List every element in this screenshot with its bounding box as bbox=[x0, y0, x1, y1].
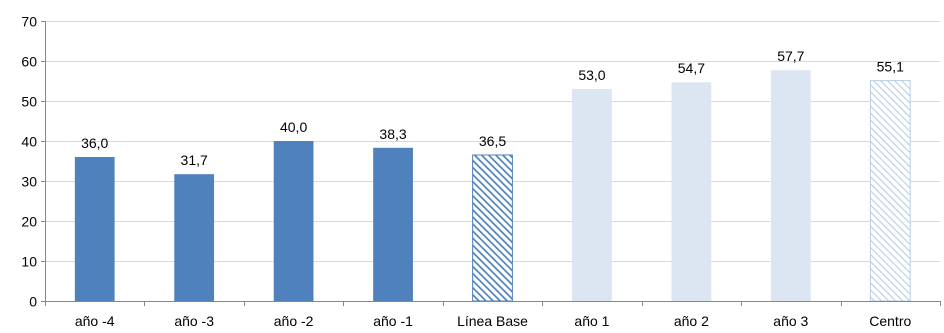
axes bbox=[41, 21, 941, 306]
y-tick-label: 10 bbox=[21, 254, 37, 270]
y-tick-label: 0 bbox=[29, 294, 37, 310]
x-tick-label: año -2 bbox=[274, 313, 314, 329]
bar bbox=[770, 70, 811, 301]
y-tick-label: 20 bbox=[21, 214, 37, 230]
data-label: 36,0 bbox=[81, 135, 108, 151]
bar bbox=[472, 154, 513, 302]
data-label: 54,7 bbox=[678, 60, 705, 76]
bar bbox=[671, 82, 712, 301]
y-tick-label: 70 bbox=[21, 14, 37, 30]
x-tick-label: Centro bbox=[869, 313, 911, 329]
data-label: 36,5 bbox=[479, 133, 506, 149]
x-tick-label: año -3 bbox=[174, 313, 214, 329]
bar bbox=[74, 157, 115, 301]
data-label: 40,0 bbox=[280, 119, 307, 135]
y-tick-label: 30 bbox=[21, 174, 37, 190]
data-label: 53,0 bbox=[578, 67, 605, 83]
data-label: 38,3 bbox=[379, 126, 406, 142]
x-tick-label: año -1 bbox=[373, 313, 413, 329]
x-tick-label: año 3 bbox=[773, 313, 808, 329]
x-tick-label: Línea Base bbox=[457, 313, 528, 329]
bar bbox=[572, 89, 612, 301]
bar bbox=[373, 147, 413, 301]
x-tick-label: año -4 bbox=[75, 313, 115, 329]
y-tick-label: 50 bbox=[21, 94, 37, 110]
y-tick-label: 60 bbox=[21, 54, 37, 70]
data-label: 55,1 bbox=[877, 59, 904, 75]
x-tick-label: año 1 bbox=[574, 313, 609, 329]
bar bbox=[273, 141, 314, 301]
x-tick-label: año 2 bbox=[674, 313, 709, 329]
labels: 0 10 20 30 40 50 60 70 36,0 año -4 31,7 año -3 40,0 a… bbox=[21, 14, 911, 330]
bar bbox=[869, 80, 911, 302]
y-tick-label: 40 bbox=[21, 134, 37, 150]
bars bbox=[74, 70, 911, 302]
data-label: 31,7 bbox=[181, 152, 208, 168]
data-label: 57,7 bbox=[777, 48, 804, 64]
bar bbox=[174, 174, 215, 301]
